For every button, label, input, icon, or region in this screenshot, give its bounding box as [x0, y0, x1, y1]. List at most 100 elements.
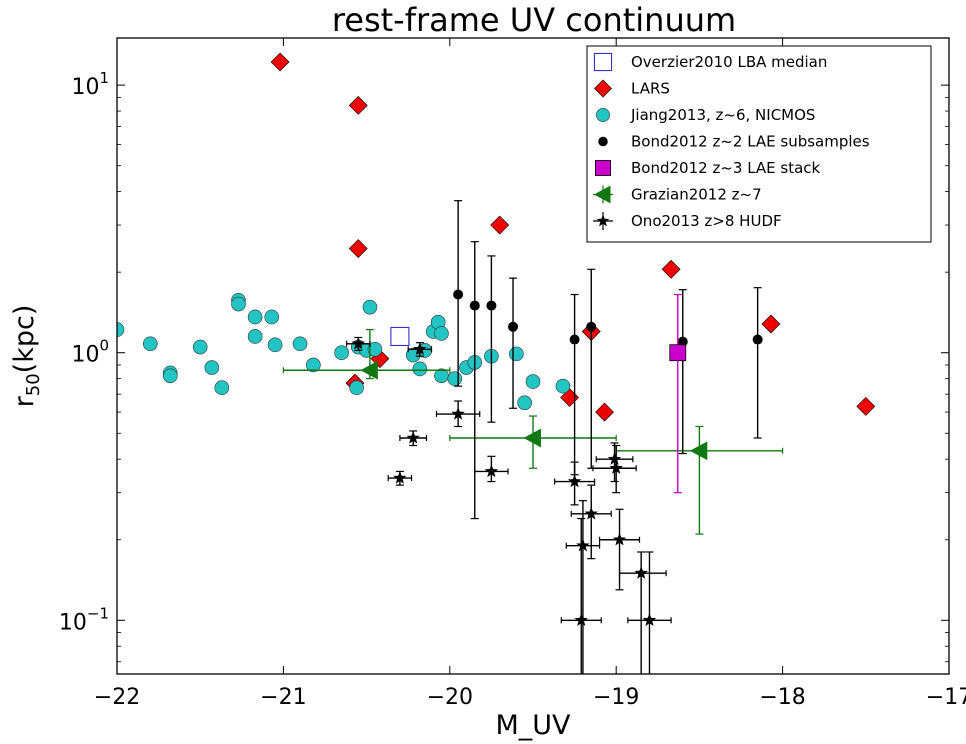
- data-point: [247, 309, 263, 325]
- legend-label: Ono2013 z>8 HUDF: [631, 212, 782, 230]
- x-tick-label: −20: [427, 685, 473, 710]
- data-point: [486, 300, 497, 311]
- y-axis-label: r50(kpc): [9, 305, 44, 408]
- data-point: [490, 215, 510, 235]
- y-tick-label: 101: [71, 69, 109, 100]
- legend-box: [586, 45, 932, 243]
- data-point: [609, 461, 623, 474]
- data-point: [642, 613, 657, 626]
- x-tick-label: −21: [260, 685, 306, 710]
- legend-entry: Ono2013 z>8 HUDF: [593, 212, 782, 230]
- y-tick-label-base: 10: [59, 610, 87, 635]
- legend-marker: [593, 52, 613, 72]
- x-tick-label: −18: [759, 685, 805, 710]
- data-point: [306, 357, 321, 373]
- series-star-group: [346, 336, 672, 674]
- data-point: [752, 334, 763, 345]
- data-point: [484, 464, 499, 478]
- data-point: [406, 431, 420, 444]
- data-point: [661, 259, 681, 279]
- data-point: [453, 289, 464, 300]
- data-point: [142, 336, 158, 352]
- legend-marker: [598, 136, 608, 147]
- legend-entry: LARS: [594, 79, 670, 98]
- data-point: [204, 360, 220, 375]
- y-axis-label-subscript: 50: [23, 373, 44, 396]
- data-point: [689, 441, 708, 461]
- data-point: [270, 52, 290, 72]
- legend-marker: [595, 159, 612, 176]
- data-point: [264, 309, 280, 325]
- y-tick-label-exponent: 0: [99, 337, 109, 355]
- series-open-square-group: [390, 326, 410, 347]
- data-point: [856, 396, 876, 416]
- data-point: [292, 336, 308, 352]
- legend-label: Jiang2013, z~6, NICMOS: [630, 106, 815, 124]
- data-point: [523, 428, 541, 448]
- legend-label: Bond2012 z~3 LAE stack: [631, 159, 821, 177]
- data-point: [607, 452, 622, 465]
- data-point: [247, 329, 263, 344]
- legend-marker: [593, 185, 611, 204]
- data-point: [393, 471, 407, 484]
- data-point: [595, 402, 614, 422]
- legend-entry: Grazian2012 z~7: [593, 185, 762, 204]
- data-layer: [117, 52, 876, 674]
- data-point: [390, 326, 410, 347]
- data-point: [469, 300, 480, 311]
- legend-label: Overzier2010 LBA median: [631, 53, 827, 71]
- legend-entry: Bond2012 z~3 LAE stack: [595, 159, 821, 177]
- data-point: [612, 532, 627, 546]
- legend-marker: [596, 108, 610, 122]
- y-tick-label-base: 10: [71, 343, 99, 368]
- series-circle-group: [117, 292, 571, 411]
- legend-label: LARS: [631, 80, 670, 98]
- data-point: [348, 239, 368, 258]
- data-point: [362, 299, 378, 315]
- data-point: [567, 474, 582, 488]
- data-point: [348, 95, 368, 115]
- y-tick-label-base: 10: [71, 75, 99, 100]
- data-point: [576, 538, 590, 552]
- plot-area-frame: [116, 37, 950, 675]
- data-point: [334, 345, 349, 361]
- data-point: [162, 368, 178, 384]
- legend-marker: [594, 79, 612, 98]
- series-filled-square-group: [669, 293, 687, 494]
- legend-label: Grazian2012 z~7: [631, 186, 762, 204]
- data-point: [586, 321, 597, 332]
- y-axis-label-main: r: [9, 395, 40, 407]
- data-point: [677, 336, 688, 347]
- data-point: [413, 342, 427, 355]
- data-point: [517, 395, 532, 411]
- legend-entry: Overzier2010 LBA median: [593, 52, 827, 72]
- data-point: [761, 314, 781, 334]
- data-point: [367, 341, 383, 357]
- data-point: [509, 346, 524, 362]
- x-tick-label: −22: [94, 685, 140, 710]
- x-axis-label: M_UV: [495, 710, 571, 741]
- y-tick-label: 10−1: [59, 604, 109, 635]
- data-point: [525, 374, 541, 389]
- y-tick-label-exponent: 1: [99, 69, 109, 87]
- data-point: [434, 326, 449, 341]
- data-point: [192, 339, 208, 355]
- data-point: [584, 506, 598, 520]
- data-point: [351, 336, 365, 350]
- data-point: [214, 380, 230, 396]
- data-point: [360, 360, 378, 380]
- y-axis-label-unit: (kpc): [9, 305, 40, 374]
- data-point: [574, 613, 588, 626]
- data-point: [555, 378, 571, 394]
- data-point: [231, 296, 246, 312]
- data-point: [569, 334, 580, 345]
- data-point: [508, 321, 519, 332]
- data-point: [451, 407, 465, 420]
- data-point: [412, 361, 428, 377]
- data-point: [117, 322, 125, 337]
- legend: Overzier2010 LBA median LARS Jiang2013, z~…: [586, 45, 932, 243]
- legend-marker: [596, 214, 610, 227]
- chart-title: rest-frame UV continuum: [332, 1, 736, 39]
